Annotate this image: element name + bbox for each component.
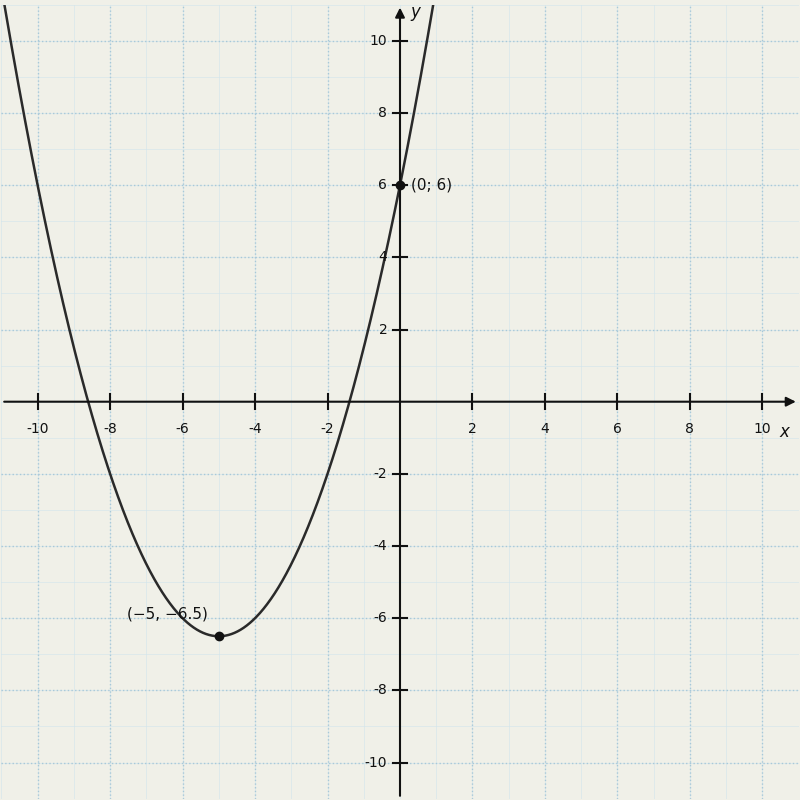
Text: 10: 10 <box>370 34 387 48</box>
Text: -6: -6 <box>176 422 190 435</box>
Text: x: x <box>779 423 789 442</box>
Text: 8: 8 <box>378 106 387 120</box>
Text: (0; 6): (0; 6) <box>411 178 452 193</box>
Text: -2: -2 <box>374 467 387 481</box>
Text: 4: 4 <box>541 422 550 435</box>
Text: 4: 4 <box>378 250 387 264</box>
Text: -10: -10 <box>26 422 49 435</box>
Text: -8: -8 <box>374 683 387 698</box>
Text: -8: -8 <box>103 422 117 435</box>
Text: (−5, −6.5): (−5, −6.5) <box>127 607 208 622</box>
Text: y: y <box>411 3 421 21</box>
Text: 8: 8 <box>686 422 694 435</box>
Text: 2: 2 <box>468 422 477 435</box>
Text: 6: 6 <box>378 178 387 192</box>
Text: -4: -4 <box>248 422 262 435</box>
Text: 6: 6 <box>613 422 622 435</box>
Text: 10: 10 <box>754 422 771 435</box>
Text: -6: -6 <box>374 611 387 625</box>
Text: -2: -2 <box>321 422 334 435</box>
Text: -10: -10 <box>365 755 387 770</box>
Text: 2: 2 <box>378 322 387 337</box>
Text: -4: -4 <box>374 539 387 553</box>
